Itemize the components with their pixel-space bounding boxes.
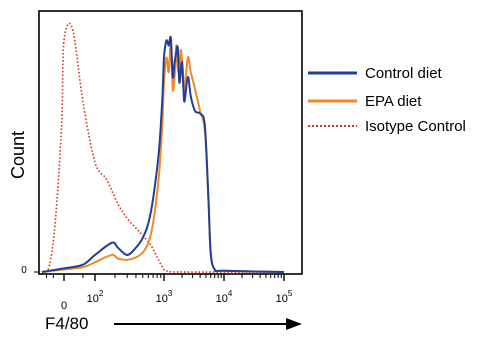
x-axis-label: F4/80	[45, 314, 88, 333]
x-tick-label-1e3: 103	[156, 289, 173, 305]
x-tick-label-1e4: 104	[216, 289, 233, 305]
x-tick-label-0: 0	[61, 300, 67, 312]
x-axis-ticks	[34, 271, 285, 281]
x-tick-label-1e2: 102	[87, 289, 104, 305]
series-line-epa-diet	[41, 41, 285, 273]
y-tick-label-zero: 0	[21, 265, 27, 276]
legend: Control diet EPA diet Isotype Control	[308, 65, 466, 135]
plot-frame	[38, 10, 303, 275]
series-line-control-diet	[41, 35, 285, 273]
series-lines	[41, 22, 285, 274]
y-axis-label: Count	[8, 131, 28, 179]
series-line-isotype-control	[41, 22, 285, 274]
legend-label-2: Isotype Control	[365, 118, 466, 135]
x-axis-arrow-head	[286, 318, 302, 330]
legend-label-1: EPA diet	[365, 93, 422, 110]
legend-label-0: Control diet	[365, 65, 443, 82]
x-tick-label-1e5: 105	[276, 289, 293, 305]
